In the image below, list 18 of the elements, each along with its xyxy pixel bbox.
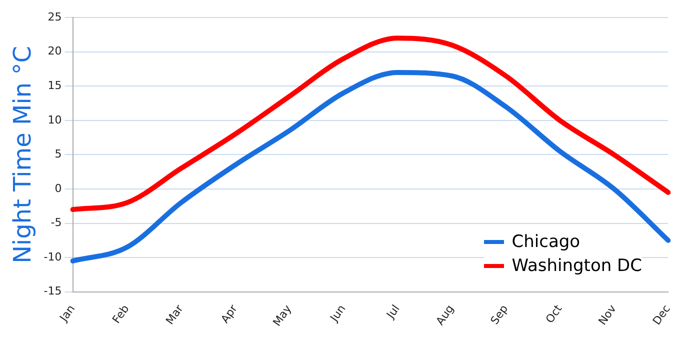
- y-tick-label: -15: [44, 284, 62, 298]
- y-tick-label: -5: [50, 216, 62, 230]
- y-tick-label: 15: [48, 79, 62, 92]
- x-tick-label: Feb: [110, 302, 132, 326]
- y-tick-label: 10: [48, 113, 62, 126]
- y-tick-label: -10: [44, 250, 62, 264]
- x-tick-label: Jun: [327, 302, 348, 325]
- y-tick-label: 5: [54, 148, 62, 161]
- y-axis-title: Night Time Min °C: [8, 46, 37, 264]
- x-tick-label: Jan: [56, 302, 78, 325]
- y-tick-label: 0: [54, 182, 62, 195]
- y-tick-label: 25: [48, 10, 62, 24]
- y-tick-label: 20: [48, 44, 62, 58]
- x-tick-label: Oct: [543, 302, 566, 326]
- legend-label: Washington DC: [512, 256, 642, 276]
- x-tick-label: Jul: [384, 302, 402, 322]
- x-tick-label: Sep: [488, 302, 511, 327]
- legend-label: Chicago: [512, 232, 580, 252]
